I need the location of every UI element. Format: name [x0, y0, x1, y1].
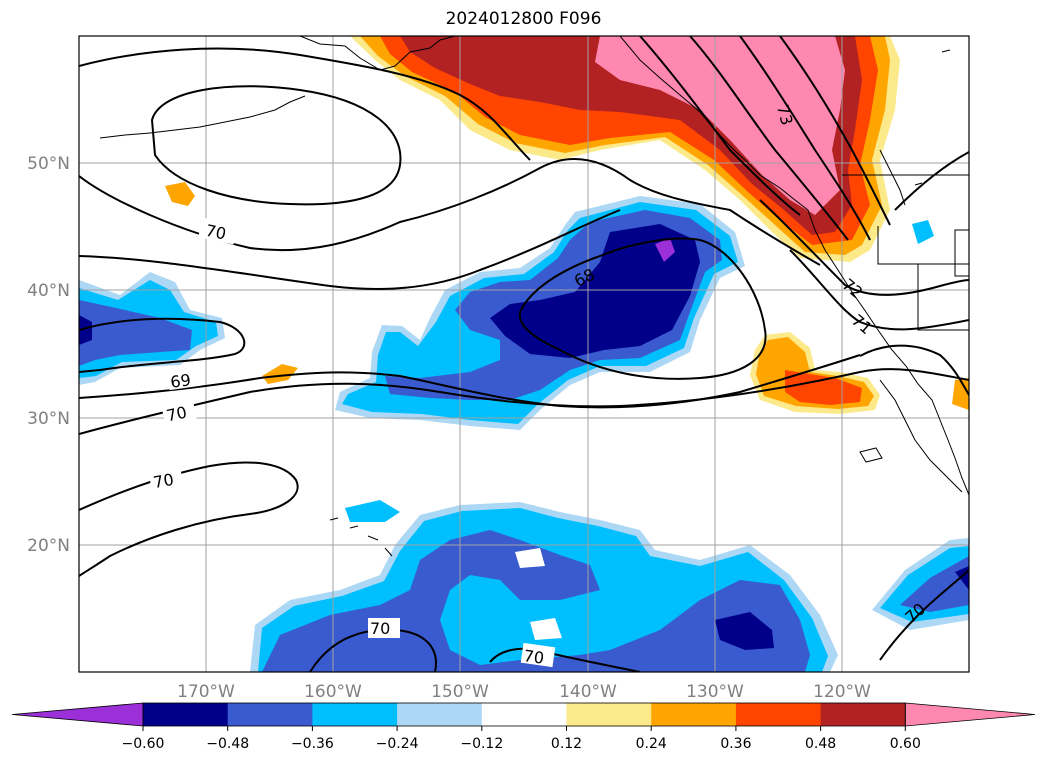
lon-label: 120°W [813, 682, 871, 702]
state-border-1 [877, 226, 969, 265]
contour-label: 71 [848, 311, 876, 339]
contour-upper-2 [79, 209, 621, 290]
state-border-2 [917, 264, 969, 331]
colorbar-segment [227, 703, 313, 726]
colorbar-segment [397, 703, 483, 726]
colorbar-extend-min [11, 702, 144, 727]
lon-label: 160°W [304, 682, 362, 702]
baja-peninsula [879, 379, 963, 493]
negative-anomaly-se-medblue [900, 556, 969, 612]
contour-upper-1 [79, 47, 531, 161]
aleutian-islands [99, 95, 306, 139]
contour-label: 70 [204, 221, 228, 244]
positive-anomaly-small-yellow-2 [262, 364, 298, 384]
contour-69 [79, 368, 969, 435]
contour-72 [759, 199, 969, 296]
coastlines [99, 36, 969, 557]
colorbar: −0.60 −0.48 −0.36 −0.24 −0.12 0.12 0.24 0.36 0.4… [11, 702, 1036, 752]
lon-label: 140°W [559, 682, 617, 702]
map-frame [78, 35, 970, 673]
lat-label: 30°N [27, 409, 70, 429]
negative-anomaly-south-hole [515, 548, 545, 568]
negative-anomaly-bc-spot [912, 220, 934, 244]
contour-upper-5 [639, 36, 801, 216]
colorbar-tick-label: −0.36 [291, 736, 334, 752]
contour-east-1 [894, 151, 969, 211]
negative-anomaly-purple [655, 238, 675, 262]
colorbar-segment [820, 703, 906, 726]
colorbar-tick-label: −0.48 [206, 736, 249, 752]
colorbar-frame [142, 702, 906, 727]
contour-71 [789, 249, 969, 331]
colorbar-tick-label: 0.12 [551, 736, 582, 752]
lon-label: 130°W [686, 682, 744, 702]
contour-label: 70 [152, 470, 175, 492]
contour-upper-4 [779, 36, 891, 226]
bc-inland-border [879, 149, 906, 206]
colorbar-tick-label: 0.36 [720, 736, 751, 752]
positive-anomaly-east-edge [952, 378, 969, 410]
contour-label: 73 [773, 103, 797, 128]
graticule [79, 36, 969, 672]
colorbar-segment [312, 703, 398, 726]
map-title: 2024012800 F096 [445, 9, 602, 29]
contour-upper-3 [739, 36, 871, 241]
colorbar-extend-max [904, 702, 1036, 727]
colorbar-tick-label: −0.24 [376, 736, 419, 752]
colorbar-segment [143, 703, 229, 726]
colorbar-segment [481, 703, 567, 726]
negative-anomaly-west-navy [79, 315, 92, 345]
colorbar-tick-label: 0.60 [890, 736, 921, 752]
lat-label: 20°N [27, 536, 70, 556]
small-island-3 [941, 49, 951, 53]
positive-anomaly-baja-red [785, 370, 862, 405]
small-island-1 [859, 447, 883, 463]
lat-label: 50°N [27, 154, 70, 174]
contour-label: 70 [522, 646, 545, 668]
contour-70-north [79, 157, 821, 266]
latitude-labels: 50°N 40°N 30°N 20°N [27, 154, 70, 556]
negative-anomaly-navy [490, 224, 700, 358]
contour-68-trough [518, 237, 767, 380]
contour-68 [79, 354, 861, 409]
colorbar-segment [651, 703, 737, 726]
negative-anomaly-south-hole-2 [530, 618, 562, 640]
colorbar-segment [735, 703, 822, 726]
positive-anomaly-pink [595, 36, 845, 215]
positive-anomaly-small-yellow [165, 182, 195, 206]
negative-anomaly-west-medblue [79, 300, 192, 366]
contour-east-2 [859, 344, 969, 396]
negative-anomaly-south-navy [715, 612, 774, 650]
alaska-coastline [299, 36, 456, 71]
colorbar-tick-label: 0.48 [805, 736, 836, 752]
contour-label-layer: 70 68 69 70 68 70 70 70 72 71 73 70 [148, 103, 929, 668]
hawaiian-islands [329, 517, 393, 557]
lat-label: 40°N [27, 281, 70, 301]
contour-closed-high-north [150, 85, 402, 206]
contour-label: 72 [839, 275, 867, 303]
contour-70-se [879, 569, 969, 661]
state-border-3 [954, 229, 969, 277]
colorbar-tick-label: 0.24 [636, 736, 667, 752]
colorbar-segment [566, 703, 652, 726]
colorbar-tick-label: −0.12 [460, 736, 503, 752]
contour-label: 70 [165, 403, 189, 426]
contour-73 [689, 36, 849, 241]
longitude-labels: 170°W 160°W 150°W 140°W 130°W 120°W [177, 682, 871, 702]
anomaly-fill-layer [79, 36, 969, 672]
negative-anomaly-hawaii-spot [345, 500, 400, 522]
contour-label: 70 [370, 619, 390, 638]
contour-70-south-closed [79, 461, 299, 577]
contour-west-closed [79, 317, 246, 373]
lon-label: 150°W [431, 682, 489, 702]
small-island-2 [914, 182, 923, 186]
colorbar-tick-label: −0.60 [122, 736, 165, 752]
lon-label: 170°W [177, 682, 235, 702]
contour-label: 69 [169, 370, 192, 392]
